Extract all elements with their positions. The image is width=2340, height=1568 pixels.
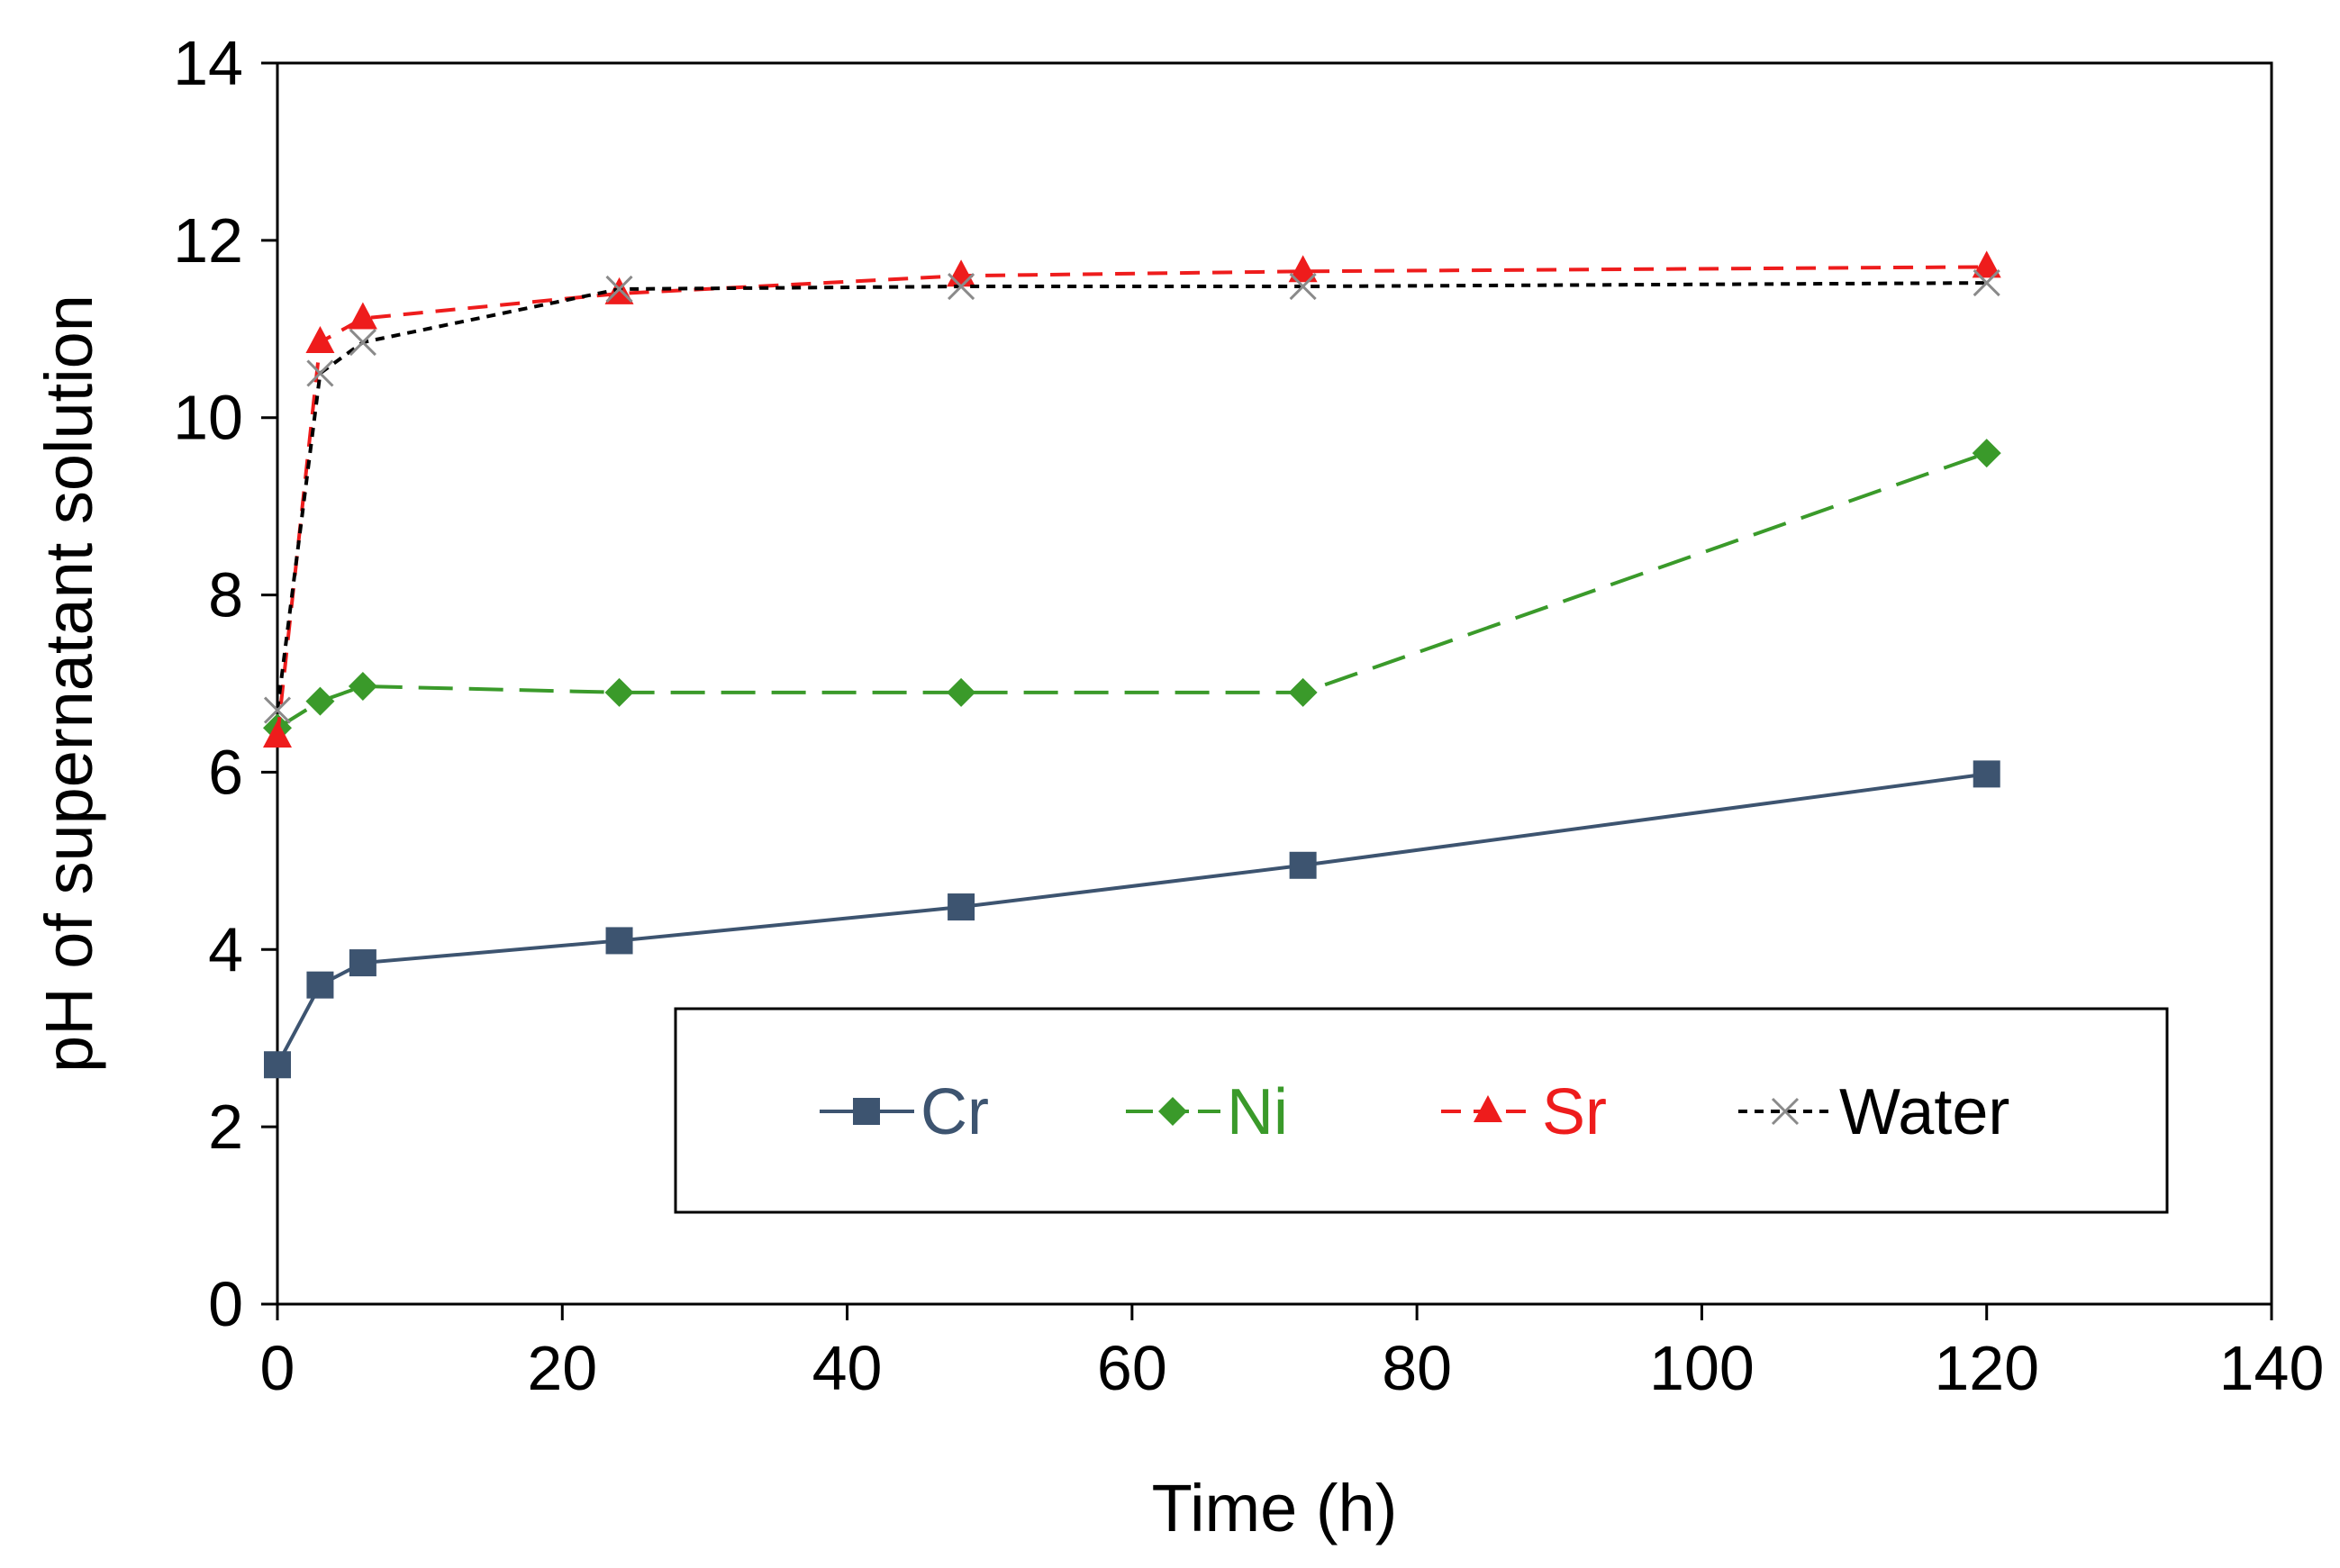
- data-point-ni: [348, 671, 377, 701]
- y-tick-label: 8: [208, 560, 243, 630]
- x-tick-label: 60: [1097, 1333, 1167, 1403]
- data-point-ni: [604, 677, 634, 707]
- data-point-ni: [1972, 439, 2001, 468]
- series-line-sr: [276, 265, 1987, 738]
- data-point-water: [605, 275, 633, 304]
- y-tick-label: 0: [208, 1269, 243, 1339]
- x-tick-label: 80: [1382, 1333, 1452, 1403]
- legend-item-ni: Ni: [1126, 1076, 1288, 1148]
- data-point-sr: [263, 721, 292, 748]
- x-tick-label: 140: [2219, 1333, 2325, 1403]
- legend-label-sr: Sr: [1542, 1076, 1607, 1148]
- y-tick-label: 10: [173, 383, 243, 453]
- x-tick-label: 0: [260, 1333, 295, 1403]
- series-sr: [263, 250, 2001, 748]
- data-point-water: [349, 328, 376, 357]
- y-tick-label: 14: [173, 28, 243, 98]
- series-line-water: [276, 281, 1987, 711]
- legend-marker-cr: [853, 1098, 880, 1125]
- legend-label-ni: Ni: [1227, 1076, 1288, 1148]
- data-point-sr: [348, 302, 377, 330]
- legend-label-cr: Cr: [921, 1076, 989, 1148]
- data-point-ni: [947, 677, 976, 707]
- data-point-cr: [349, 949, 376, 977]
- x-tick-label: 100: [1649, 1333, 1755, 1403]
- x-tick-label: 120: [1934, 1333, 2039, 1403]
- x-axis-title: Time (h): [1152, 1471, 1398, 1545]
- data-point-sr: [1972, 250, 2001, 278]
- data-point-cr: [605, 927, 633, 955]
- legend-box: [674, 1007, 2169, 1214]
- series-water: [263, 269, 2000, 724]
- data-point-ni: [305, 686, 335, 716]
- data-point-water: [1289, 272, 1317, 301]
- data-point-cr: [1973, 760, 2000, 788]
- legend-item-water: Water: [1738, 1076, 2009, 1148]
- series-line-ni: [276, 451, 1988, 730]
- data-point-water: [1973, 269, 2000, 297]
- y-tick-label: 4: [208, 914, 243, 984]
- data-point-cr: [264, 1051, 291, 1079]
- data-point-cr: [306, 971, 334, 999]
- plot-frame: [276, 61, 2273, 1306]
- legend-item-sr: Sr: [1441, 1076, 1607, 1148]
- legend-item-cr: Cr: [820, 1076, 989, 1148]
- axes: 0 20 40 60 80 100 120 140 0 2 4 6 8 10 12 14: [173, 28, 2324, 1403]
- legend-label-water: Water: [1839, 1076, 2009, 1148]
- data-point-cr: [948, 893, 975, 921]
- series-cr: [264, 760, 2000, 1079]
- y-tick-label: 6: [208, 737, 243, 807]
- data-point-water: [263, 696, 292, 724]
- legend: Cr Ni Sr Water: [674, 1007, 2169, 1214]
- legend-marker-water: [1771, 1097, 1800, 1126]
- series-layer: [263, 250, 2001, 1079]
- x-tick-label: 40: [812, 1333, 883, 1403]
- data-point-ni: [1288, 677, 1318, 707]
- y-tick-label: 2: [208, 1092, 243, 1162]
- data-point-sr: [1288, 255, 1318, 283]
- data-point-water: [306, 359, 334, 387]
- data-point-sr: [947, 259, 976, 287]
- data-point-water: [948, 272, 975, 301]
- y-axis-title: pH of supernatant solution: [32, 295, 106, 1073]
- legend-marker-ni: [1158, 1097, 1187, 1126]
- data-point-sr: [305, 326, 335, 354]
- legend-marker-sr: [1474, 1095, 1502, 1122]
- y-tick-label: 12: [173, 205, 243, 276]
- x-tick-label: 20: [527, 1333, 597, 1403]
- data-point-cr: [1289, 851, 1317, 879]
- series-ni: [263, 439, 2001, 743]
